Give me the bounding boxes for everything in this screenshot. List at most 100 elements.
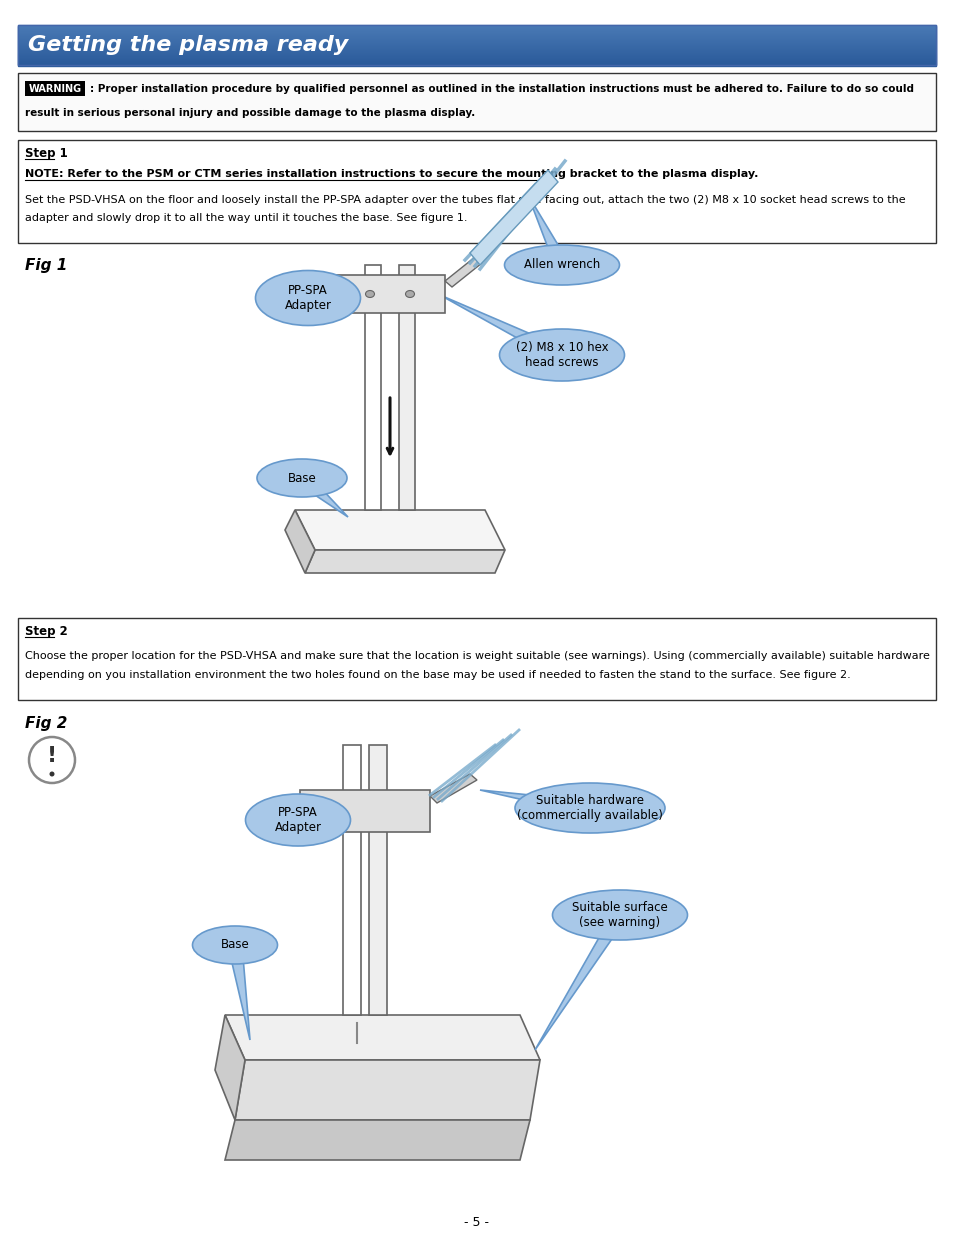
Polygon shape [214,1015,245,1120]
Ellipse shape [405,290,414,298]
Bar [18,37,935,38]
Ellipse shape [256,459,347,496]
Polygon shape [444,257,481,287]
Polygon shape [228,944,250,1040]
Bar [18,58,935,59]
Bar [18,44,935,47]
Polygon shape [294,808,319,826]
Bar [18,53,935,54]
Bar [18,40,935,42]
Text: Allen wrench: Allen wrench [523,258,599,272]
Polygon shape [470,170,558,266]
Bar [18,61,935,62]
Text: Suitable surface
(see warning): Suitable surface (see warning) [572,902,667,929]
Ellipse shape [255,270,360,326]
Bar [18,59,935,61]
Bar [18,42,935,43]
Polygon shape [430,774,476,803]
Bar [335,275,444,312]
Bar [18,51,935,53]
Bar [18,41,935,42]
Polygon shape [439,295,564,362]
Bar [18,43,935,44]
Polygon shape [297,473,348,517]
Bar [18,54,935,56]
Ellipse shape [193,926,277,965]
Bar [18,140,935,243]
Text: !: ! [47,746,57,766]
Bar [18,35,935,36]
Polygon shape [285,510,314,573]
Bar [18,35,935,37]
Text: Getting the plasma ready: Getting the plasma ready [28,35,348,56]
Text: Set the PSD-VHSA on the floor and loosely install the PP-SPA adapter over the tu: Set the PSD-VHSA on the floor and loosel… [25,195,904,205]
Text: PP-SPA
Adapter: PP-SPA Adapter [274,806,321,834]
Bar [18,48,935,49]
Bar [18,33,935,35]
Ellipse shape [365,290,375,298]
Polygon shape [306,287,361,305]
Ellipse shape [504,245,618,285]
Bar [369,745,387,1015]
Bar [18,49,935,51]
Polygon shape [305,550,504,573]
Bar [18,28,935,30]
Text: PP-SPA
Adapter: PP-SPA Adapter [284,284,331,312]
Bar [18,47,935,48]
Bar [18,63,935,64]
Bar [18,32,935,33]
Bar [18,25,935,65]
Polygon shape [234,1060,539,1120]
Bar [398,266,415,510]
Text: result in serious personal injury and possible damage to the plasma display.: result in serious personal injury and po… [25,107,475,119]
Ellipse shape [515,783,664,832]
Bar [18,31,935,32]
Text: depending on you installation environment the two holes found on the base may be: depending on you installation environmen… [25,671,850,680]
Bar [18,28,935,31]
Text: Step 1: Step 1 [25,147,68,159]
Text: NOTE: Refer to the PSM or CTM series installation instructions to secure the mou: NOTE: Refer to the PSM or CTM series ins… [25,169,758,179]
Bar [299,790,430,832]
Bar [18,44,935,46]
Bar [18,56,935,58]
Text: : Proper installation procedure by qualified personnel as outlined in the instal: : Proper installation procedure by quali… [90,84,913,94]
Text: - 5 -: - 5 - [464,1215,489,1229]
Bar [18,56,935,57]
Bar [18,73,935,131]
Ellipse shape [29,737,75,783]
Bar [18,64,935,65]
Bar [18,49,935,52]
Bar [18,26,935,27]
Polygon shape [535,911,625,1050]
Text: Fig 2: Fig 2 [25,716,68,731]
Bar [18,57,935,58]
Text: adapter and slowly drop it to all the way until it touches the base. See figure : adapter and slowly drop it to all the wa… [25,212,467,224]
Ellipse shape [499,329,624,382]
Text: Fig 1: Fig 1 [25,258,68,273]
Polygon shape [479,790,591,815]
Polygon shape [225,1015,539,1060]
Bar [18,61,935,63]
Bar [18,36,935,37]
Ellipse shape [50,772,54,777]
Text: (2) M8 x 10 hex
head screws: (2) M8 x 10 hex head screws [516,341,608,369]
Text: Base: Base [287,472,316,484]
Text: Base: Base [220,939,249,951]
Bar [18,62,935,63]
Bar [365,266,380,510]
Bar [18,38,935,40]
Bar [18,40,935,41]
Bar [18,30,935,32]
Bar [25,82,85,96]
Text: Step 2: Step 2 [25,625,68,637]
Bar [18,25,935,26]
Ellipse shape [245,794,350,846]
Text: Suitable hardware
(commercially available): Suitable hardware (commercially availabl… [517,794,662,823]
Text: WARNING: WARNING [29,84,81,94]
Bar [18,46,935,47]
Bar [18,52,935,53]
Polygon shape [225,1120,530,1160]
Polygon shape [294,510,504,550]
Bar [18,27,935,28]
Polygon shape [527,195,568,268]
